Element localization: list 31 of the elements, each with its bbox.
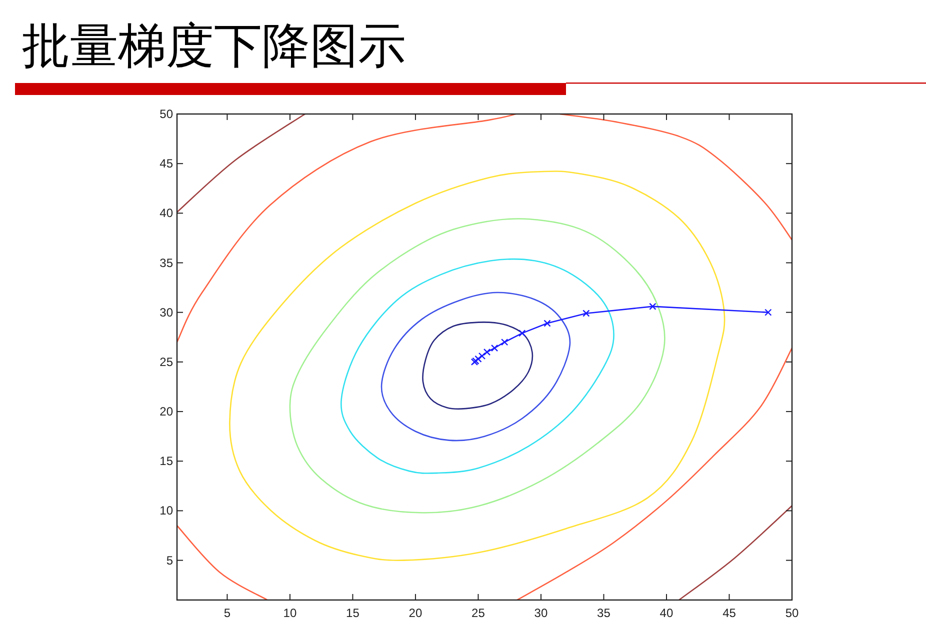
x-tick-label: 20 [408,606,422,620]
x-tick-label: 40 [660,606,674,620]
point [474,355,482,363]
y-tick-label: 45 [160,156,174,171]
point [764,308,772,316]
x-tick-label: 25 [472,606,486,620]
point [649,302,656,310]
y-tick-label: 50 [160,107,174,121]
y-tick-label: 5 [166,553,174,568]
x-tick-label: 50 [785,606,799,620]
y-tick-label: 30 [160,305,174,320]
y-tick-label: 25 [160,354,174,369]
y-tick-label: 10 [160,504,174,518]
point [500,338,508,346]
chart-title: 批量梯度下降图示 [22,20,406,73]
x-tick-label: 5 [224,606,231,620]
point [518,330,526,337]
y-tick-label: 40 [160,206,174,220]
x-tick-label: 45 [722,606,736,620]
x-tick-label: 10 [283,606,297,620]
y-tick-label: 15 [160,454,174,468]
point [582,310,590,317]
x-tick-label: 15 [346,606,360,620]
point [483,348,491,356]
point [490,344,498,352]
point [544,320,551,327]
x-tick-label: 30 [534,606,548,620]
y-tick-label: 20 [160,404,174,419]
x-tick-label: 35 [597,606,611,620]
y-tick-label: 35 [160,256,174,270]
point [478,352,486,360]
